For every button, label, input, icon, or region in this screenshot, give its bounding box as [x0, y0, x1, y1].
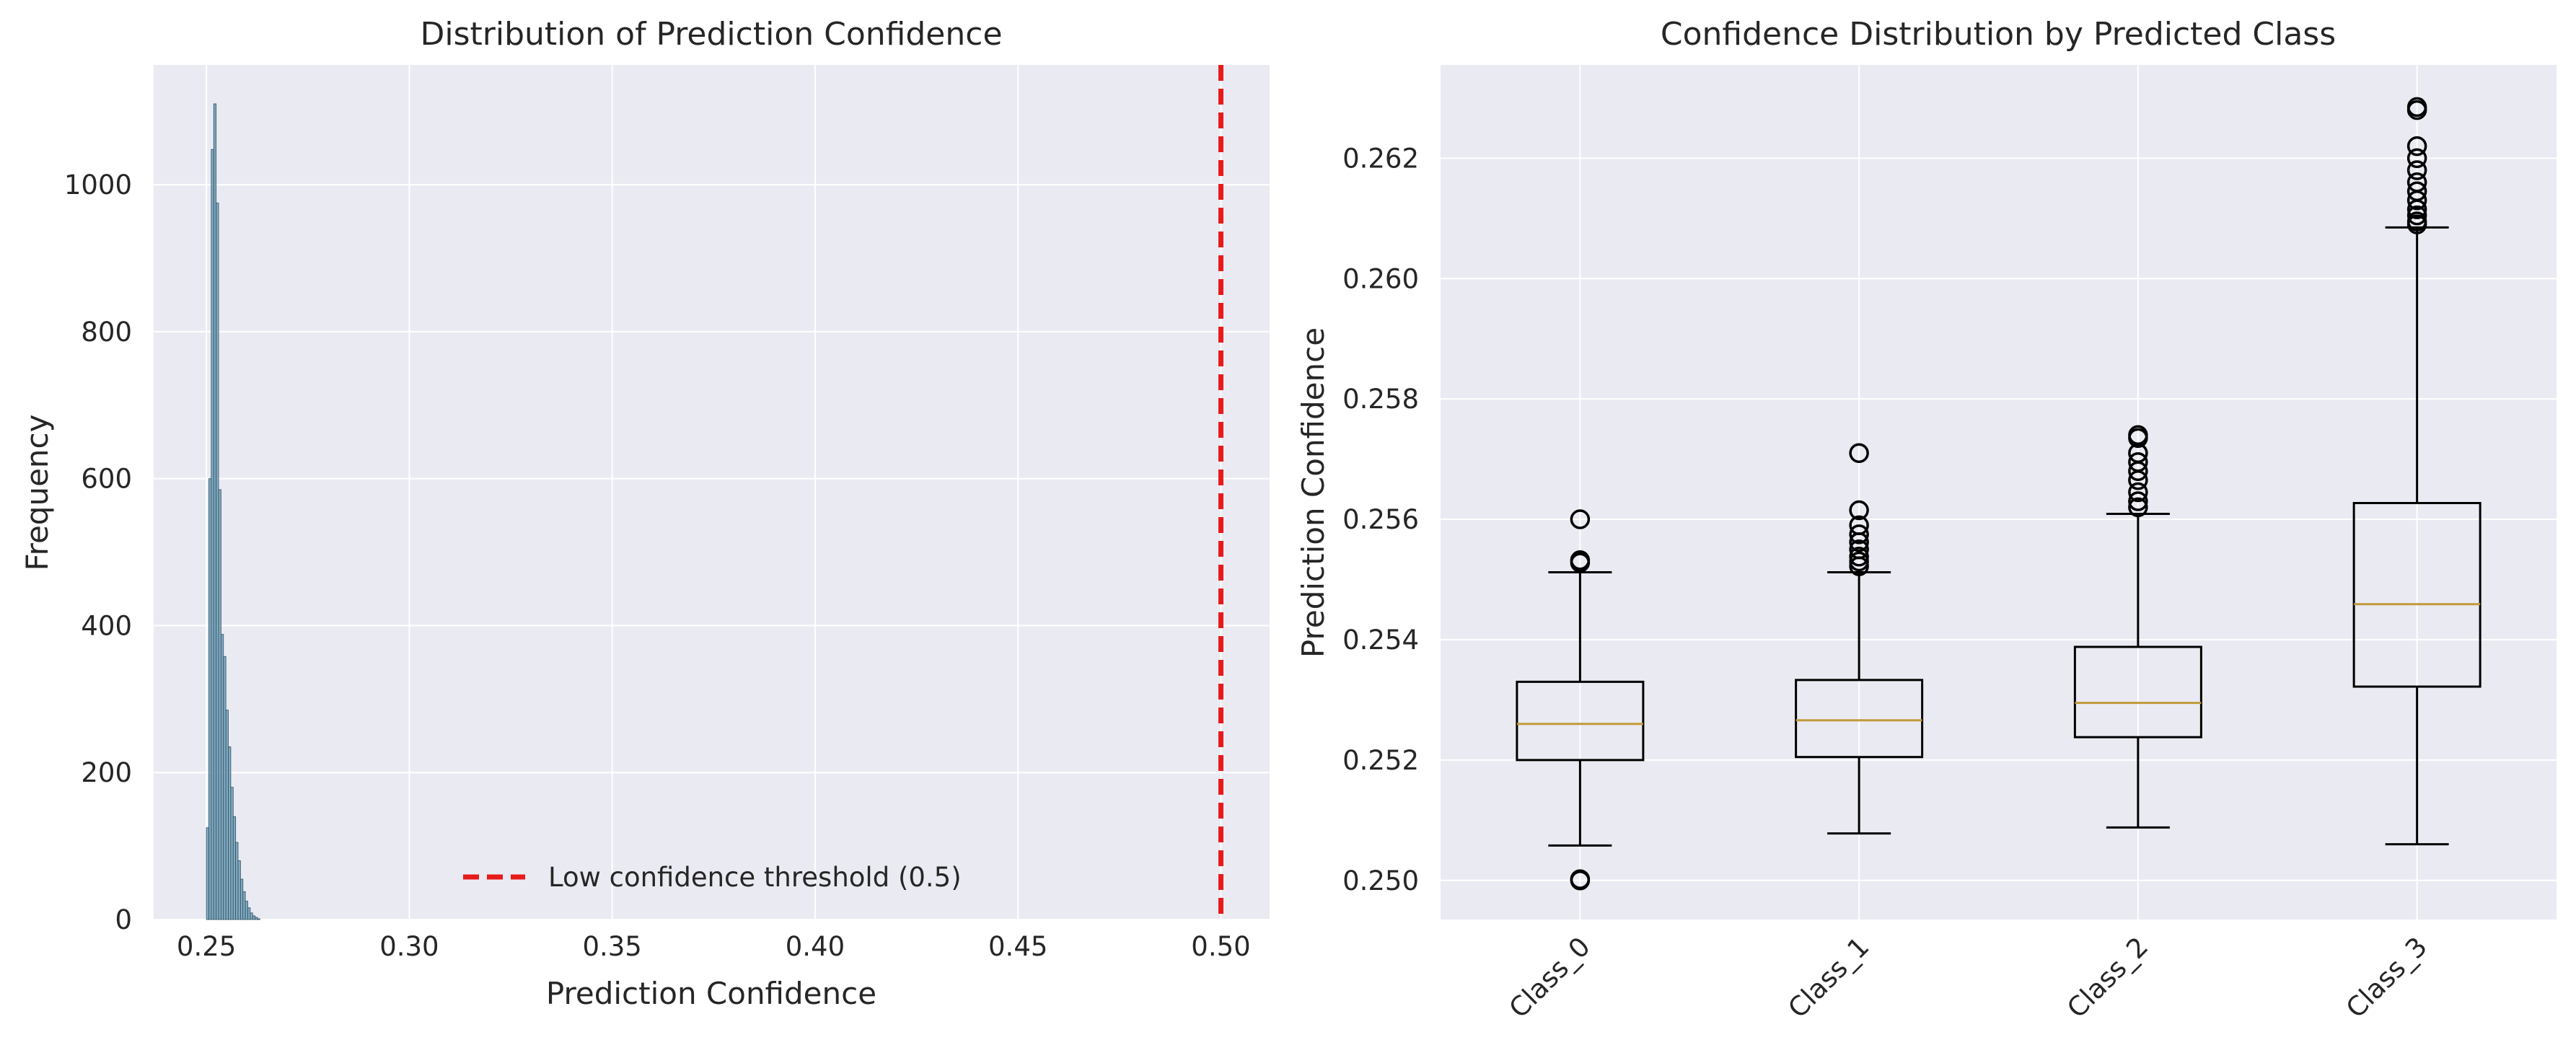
outlier-point — [1849, 524, 1869, 545]
y-tick-label: 0.256 — [1342, 504, 1419, 535]
histogram-bar — [225, 710, 229, 920]
y-tick-label: 800 — [81, 317, 132, 348]
right-y-tick-labels: 0.250 0.252 0.254 0.256 0.258 0.260 0.262 — [1342, 143, 1419, 896]
histogram-bars — [206, 103, 260, 920]
outlier-point — [2406, 148, 2427, 169]
histogram-bar — [252, 915, 256, 920]
histogram-bar — [242, 891, 246, 920]
left-x-axis-label: Prediction Confidence — [546, 976, 876, 1011]
outlier-point — [1849, 443, 1869, 464]
x-tick-label: 0.45 — [988, 931, 1047, 962]
boxplot-class-0 — [1516, 509, 1645, 891]
left-y-axis-label: Frequency — [19, 415, 55, 571]
histogram-bar — [211, 149, 214, 920]
outlier-point — [1570, 869, 1591, 889]
y-tick-label: 200 — [81, 757, 132, 788]
outlier-point — [2406, 172, 2427, 193]
right-chart: 0.250 0.252 0.254 0.256 0.258 0.260 0.262 Clas… — [1296, 16, 2557, 1024]
histogram-bar — [213, 103, 217, 920]
outlier-point — [2128, 482, 2148, 503]
histogram-bar — [230, 787, 234, 920]
y-tick-label: 600 — [81, 464, 132, 495]
y-tick-label: 0.262 — [1342, 143, 1419, 174]
histogram-bar — [223, 656, 227, 920]
right-x-tick-labels: Class_0 Class_1 Class_2 Class_3 — [1503, 931, 2433, 1024]
left-gridlines — [154, 65, 1270, 920]
box — [1795, 679, 1924, 759]
outlier-point — [1849, 539, 1869, 560]
right-chart-title: Confidence Distribution by Predicted Cla… — [1661, 16, 2336, 53]
outlier-point — [2406, 160, 2427, 180]
outlier-point — [1570, 509, 1591, 529]
y-tick-label: 0.252 — [1342, 745, 1419, 776]
y-tick-label: 0.260 — [1342, 263, 1419, 294]
outlier-point — [2128, 452, 2148, 472]
histogram-bar — [250, 912, 253, 920]
histogram-bar — [216, 203, 219, 920]
histogram-bar — [206, 827, 209, 920]
outlier-point — [2128, 491, 2148, 511]
legend: Low confidence threshold (0.5) — [463, 862, 962, 893]
histogram-bar — [257, 918, 260, 920]
y-tick-label: 400 — [81, 610, 132, 641]
y-tick-label: 0.250 — [1342, 865, 1419, 896]
x-tick-label: 0.40 — [786, 931, 845, 962]
outlier-point — [1849, 547, 1869, 567]
outlier-point — [2406, 181, 2427, 201]
histogram-bar — [235, 842, 239, 920]
outlier-point — [2406, 136, 2427, 157]
left-chart: 0.25 0.30 0.35 0.40 0.45 0.50 0 200 400 600 800 10… — [19, 16, 1270, 1011]
left-y-tick-labels: 0 200 400 600 800 1000 — [64, 169, 132, 935]
box — [2352, 502, 2482, 688]
histogram-bar — [247, 907, 251, 920]
histogram-bar — [245, 901, 248, 920]
histogram-bar — [208, 478, 212, 920]
boxplot-class-3 — [2352, 97, 2482, 846]
left-x-tick-labels: 0.25 0.30 0.35 0.40 0.45 0.50 — [177, 931, 1251, 962]
y-tick-label: 1000 — [64, 169, 132, 200]
x-tick-label: Class_1 — [1782, 931, 1876, 1024]
boxplot-class-2 — [2073, 425, 2202, 829]
x-tick-label: Class_3 — [2340, 931, 2433, 1024]
left-plot-area — [154, 65, 1270, 920]
x-tick-label: 0.35 — [582, 931, 641, 962]
x-tick-label: Class_0 — [1503, 931, 1596, 1024]
y-tick-label: 0.258 — [1342, 384, 1419, 415]
x-tick-label: 0.50 — [1191, 931, 1250, 962]
outlier-point — [1849, 500, 1869, 521]
left-chart-title: Distribution of Prediction Confidence — [420, 16, 1002, 53]
y-tick-label: 0.254 — [1342, 625, 1419, 656]
histogram-bar — [239, 878, 244, 920]
histogram-bar — [237, 860, 241, 920]
histogram-bar — [218, 489, 221, 920]
outlier-point — [2406, 211, 2427, 232]
boxplot-class-1 — [1795, 443, 1924, 835]
histogram-bar — [220, 634, 224, 920]
boxplots — [1516, 97, 2482, 891]
legend-threshold-label: Low confidence threshold (0.5) — [548, 862, 962, 893]
histogram-bar — [255, 917, 258, 920]
right-y-axis-label: Prediction Confidence — [1296, 327, 1331, 658]
box — [2073, 645, 2202, 739]
outlier-point — [2406, 205, 2427, 226]
x-tick-label: Class_2 — [2061, 931, 2154, 1024]
outlier-point — [2406, 97, 2427, 118]
histogram-bar — [232, 816, 237, 920]
right-plot-area — [1441, 65, 2557, 920]
outlier-point — [1570, 550, 1591, 570]
x-tick-label: 0.30 — [379, 931, 439, 962]
outlier-point — [2128, 497, 2148, 518]
y-tick-label: 0 — [115, 904, 132, 935]
histogram-bar — [228, 746, 232, 920]
box — [1516, 680, 1645, 762]
outlier-point — [1849, 515, 1869, 536]
x-tick-label: 0.25 — [177, 931, 236, 962]
outlier-point — [2128, 425, 2148, 445]
